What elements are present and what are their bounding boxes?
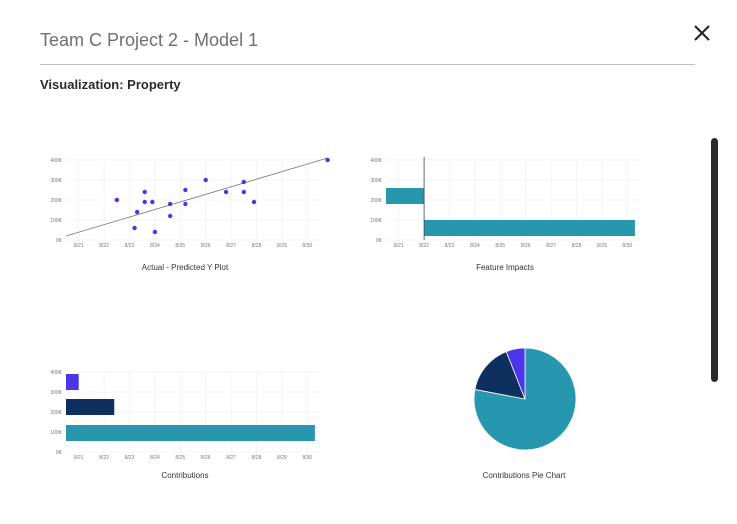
header-divider xyxy=(40,64,695,65)
trend-line xyxy=(65,157,328,237)
scatter-point xyxy=(203,177,208,183)
scatter-point xyxy=(183,201,188,207)
scatter-point xyxy=(183,187,188,193)
y-tick-label: 300K xyxy=(370,178,382,184)
feature-impacts-chart: 400K 300K 200K 100K 0K 8/21 8/22 8/23 8/24 8/25 8/… xyxy=(370,157,640,249)
x-tick-label: 8/30 xyxy=(302,243,312,249)
contributions-chart: 400K 300K 200K 100K 0K 8/21 8/22 8/23 8/24 8/25 8/… xyxy=(50,370,320,461)
scatter-point xyxy=(167,213,173,219)
x-tick-label: 8/24 xyxy=(150,243,160,249)
bar xyxy=(66,374,79,390)
x-tick-label: 8/25 xyxy=(175,455,185,461)
y-tick-label: 100K xyxy=(50,430,62,436)
page-title: Team C Project 2 - Model 1 xyxy=(40,30,259,50)
x-tick-label: 8/21 xyxy=(394,243,404,249)
y-tick-label: 400K xyxy=(370,158,382,164)
y-tick-label: 200K xyxy=(50,410,62,416)
contributions-pie-caption: Contributions Pie Chart xyxy=(482,471,566,480)
x-tick-label: 8/23 xyxy=(125,243,135,249)
scatter-point xyxy=(114,197,120,203)
section-title: Visualization: Property xyxy=(40,77,181,92)
x-tick-label: 8/29 xyxy=(597,243,607,249)
x-tick-label: 8/24 xyxy=(470,243,480,249)
scatter-point xyxy=(241,179,246,185)
y-tick-label: 100K xyxy=(50,218,62,224)
actual-predicted-caption: Actual - Predicted Y Plot xyxy=(141,263,229,272)
scatter-point xyxy=(152,229,158,235)
contributions-pie-chart xyxy=(473,347,577,451)
x-tick-label: 8/28 xyxy=(572,243,582,249)
y-tick-label: 0K xyxy=(56,450,63,456)
scatter-point xyxy=(142,199,147,205)
x-tick-label: 8/26 xyxy=(201,455,211,461)
scatter-point xyxy=(167,201,173,207)
x-tick-label: 8/23 xyxy=(445,243,455,249)
y-tick-label: 100K xyxy=(370,218,382,224)
x-tick-label: 8/23 xyxy=(125,455,135,461)
x-tick-label: 8/26 xyxy=(521,243,531,249)
y-tick-label: 200K xyxy=(50,198,62,204)
x-tick-label: 8/28 xyxy=(252,243,262,249)
scatter-point xyxy=(251,199,257,205)
scatter-point xyxy=(134,209,140,215)
scatter-point xyxy=(223,189,229,195)
x-tick-label: 8/30 xyxy=(622,243,632,249)
bar xyxy=(386,188,425,204)
x-tick-label: 8/28 xyxy=(252,455,262,461)
x-tick-label: 8/22 xyxy=(419,243,429,249)
x-tick-label: 8/27 xyxy=(226,455,236,461)
bar xyxy=(66,399,115,415)
y-tick-label: 0K xyxy=(376,238,383,244)
y-tick-label: 200K xyxy=(370,198,382,204)
x-tick-label: 8/22 xyxy=(99,455,109,461)
y-tick-label: 400K xyxy=(50,370,62,376)
scatter-point xyxy=(241,189,246,195)
x-tick-label: 8/30 xyxy=(302,455,312,461)
scrollbar[interactable] xyxy=(711,138,718,382)
actual-predicted-chart: 400K 300K 200K 100K 0K 8/21 8/22 8/23 8/24 8/25 8/… xyxy=(50,157,330,249)
x-tick-label: 8/25 xyxy=(495,243,505,249)
pie-slice xyxy=(505,347,526,400)
feature-impacts-caption: Feature Impacts xyxy=(476,263,534,272)
y-tick-label: 300K xyxy=(50,178,62,184)
scatter-point xyxy=(325,157,330,163)
x-tick-label: 8/25 xyxy=(175,243,185,249)
y-tick-label: 300K xyxy=(50,390,62,396)
y-tick-label: 400K xyxy=(50,158,62,164)
x-tick-label: 8/21 xyxy=(74,455,84,461)
bar xyxy=(424,220,635,236)
x-tick-label: 8/27 xyxy=(226,243,236,249)
x-tick-label: 8/21 xyxy=(74,243,84,249)
y-tick-label: 0K xyxy=(56,238,63,244)
x-tick-label: 8/22 xyxy=(99,243,109,249)
scatter-point xyxy=(142,189,147,195)
x-tick-label: 8/29 xyxy=(277,243,287,249)
close-icon[interactable] xyxy=(691,22,713,44)
x-tick-label: 8/27 xyxy=(546,243,556,249)
contributions-caption: Contributions xyxy=(161,471,209,480)
pie-slice xyxy=(474,351,526,400)
x-tick-label: 8/24 xyxy=(150,455,160,461)
scatter-point xyxy=(150,199,155,205)
x-tick-label: 8/26 xyxy=(201,243,211,249)
scatter-point xyxy=(132,225,137,231)
x-tick-label: 8/29 xyxy=(277,455,287,461)
bar xyxy=(66,425,315,441)
